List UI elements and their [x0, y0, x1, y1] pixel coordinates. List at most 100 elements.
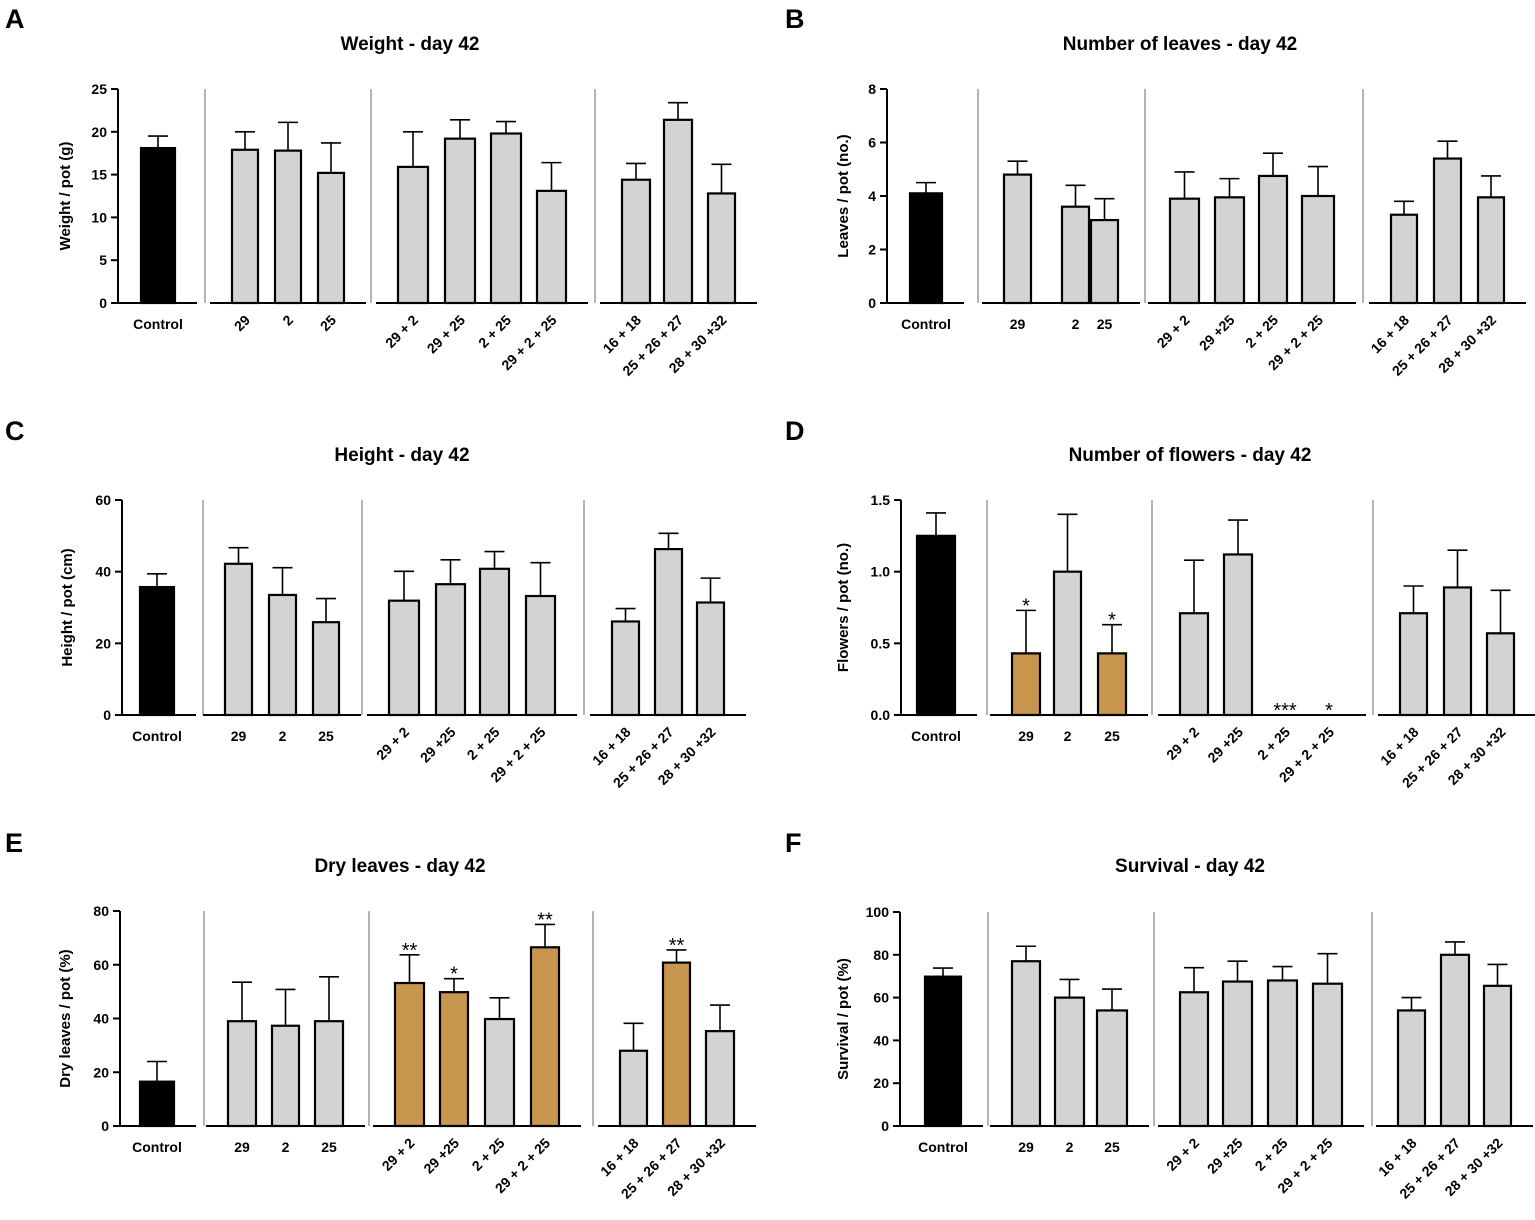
- x-tick-label: 2 + 25: [1242, 312, 1281, 351]
- x-tick-label: Control: [918, 1139, 968, 1155]
- bar: [1221, 980, 1254, 1128]
- y-tick-label: 0: [868, 295, 876, 311]
- y-tick-label: 40: [93, 1011, 109, 1027]
- x-tick-label: 29 + 25: [423, 312, 468, 357]
- x-tick-label: Control: [132, 1139, 182, 1155]
- significance-marker: **: [669, 935, 685, 957]
- x-tick-label: 25: [1104, 728, 1120, 744]
- x-tick-label: 2: [1066, 1139, 1074, 1155]
- y-tick-label: 20: [91, 124, 107, 140]
- x-tick-label: 2: [279, 728, 287, 744]
- panel-letter: B: [785, 4, 805, 34]
- bar: [438, 991, 470, 1128]
- x-tick-label: 29 + 2: [382, 312, 421, 351]
- y-tick-label: 6: [868, 135, 876, 151]
- bar: [610, 620, 641, 717]
- bar: [489, 132, 523, 305]
- y-tick-label: 2: [868, 242, 876, 258]
- panel-letter: A: [5, 4, 25, 34]
- chart-title: Survival - day 42: [1115, 856, 1265, 877]
- bar: [267, 593, 298, 717]
- bar: [387, 599, 421, 717]
- bar: [661, 961, 692, 1128]
- bar: [230, 148, 260, 305]
- chart-panel-a: A Weight - day 42 0 5 10 15 20 25 Weight / pot (…: [5, 4, 757, 379]
- y-axis-label: Height / pot (cm): [59, 548, 76, 666]
- bar: [478, 567, 511, 717]
- y-tick-label: 80: [93, 903, 109, 919]
- bar: [434, 583, 467, 717]
- bar: [313, 1020, 345, 1128]
- chart-panel-c: C Height - day 42 0 20 40 60 Height / pot (cm)…: [5, 416, 746, 791]
- y-tick-label: 4: [868, 188, 876, 204]
- y-tick-label: 25: [91, 81, 107, 97]
- bar: [270, 1024, 301, 1128]
- x-tick-label: 29: [1010, 316, 1026, 332]
- y-tick-label: 1.0: [871, 564, 891, 580]
- bar: [1010, 960, 1042, 1128]
- x-tick-label: 2 + 25: [1254, 724, 1293, 763]
- chart-title: Weight - day 42: [340, 34, 479, 55]
- y-axis-label: Weight / pot (g): [57, 142, 74, 251]
- y-tick-label: 0.0: [871, 707, 891, 723]
- bar: [311, 621, 341, 717]
- bar: [1178, 991, 1210, 1128]
- bar: [483, 1017, 516, 1128]
- y-tick-label: 40: [95, 564, 111, 580]
- x-tick-label: 2: [1072, 316, 1080, 332]
- x-tick-label: 25: [318, 728, 334, 744]
- bar: [706, 192, 737, 305]
- significance-marker: *: [1108, 610, 1116, 632]
- bar: [529, 946, 561, 1128]
- y-tick-label: 0.5: [871, 635, 891, 651]
- x-tick-label: 2: [282, 1139, 290, 1155]
- bar: [620, 178, 652, 305]
- y-tick-label: 8: [868, 81, 876, 97]
- y-tick-label: 40: [873, 1032, 889, 1048]
- bar: [704, 1030, 736, 1128]
- y-tick-label: 100: [866, 904, 890, 920]
- chart-title: Dry leaves - day 42: [314, 856, 485, 877]
- bar: [443, 137, 477, 305]
- bar: [1432, 157, 1463, 305]
- x-tick-label: 29: [1018, 728, 1034, 744]
- significance-marker: *: [450, 964, 458, 986]
- chart-panel-d: D Number of flowers - day 42 0.0 0.5 1.0 1.5 F…: [785, 416, 1535, 791]
- x-tick-label: 29 + 2: [373, 724, 412, 763]
- y-tick-label: 0: [103, 707, 111, 723]
- x-tick-label: Control: [132, 728, 182, 744]
- y-axis-label: Flowers / pot (no.): [835, 543, 852, 672]
- y-tick-label: 0: [881, 1118, 889, 1134]
- x-tick-label: 29: [234, 1139, 250, 1155]
- x-tick-label: Control: [911, 728, 961, 744]
- bar: [139, 146, 177, 305]
- x-tick-label: 29 +25: [420, 1135, 462, 1177]
- x-tick-label: 25: [317, 312, 339, 334]
- chart-panel-e: E Dry leaves - day 42 0 20 40 60 80 Dry leaves …: [5, 828, 756, 1202]
- bar: [1396, 1009, 1427, 1128]
- x-tick-label: 29 + 2: [1153, 312, 1192, 351]
- x-tick-label: 29 +25: [1204, 1135, 1246, 1177]
- x-tick-label: 29 + 2: [378, 1135, 417, 1174]
- bar: [1222, 553, 1254, 717]
- x-tick-label: 29 + 2: [1163, 1135, 1202, 1174]
- x-tick-label: 29: [231, 728, 247, 744]
- bar: [1053, 996, 1086, 1128]
- x-tick-label: Control: [901, 316, 951, 332]
- y-axis-label: Leaves / pot (no.): [835, 134, 852, 257]
- bar: [1002, 173, 1033, 305]
- bar: [1096, 652, 1128, 717]
- x-tick-label: 25: [321, 1139, 337, 1155]
- panel-letter: E: [5, 828, 23, 858]
- bar: [1089, 218, 1120, 305]
- bar: [316, 171, 346, 305]
- bar: [1476, 196, 1506, 305]
- bar: [1300, 194, 1336, 305]
- x-tick-label: 25: [1097, 316, 1113, 332]
- chart-panel-b: B Number of leaves - day 42 0 2 4 6 8 Leaves / …: [785, 4, 1526, 379]
- bar: [1439, 953, 1471, 1128]
- x-tick-label: 29 +25: [1204, 724, 1246, 766]
- x-tick-label: 25: [1104, 1139, 1120, 1155]
- chart-title: Number of flowers - day 42: [1069, 445, 1312, 466]
